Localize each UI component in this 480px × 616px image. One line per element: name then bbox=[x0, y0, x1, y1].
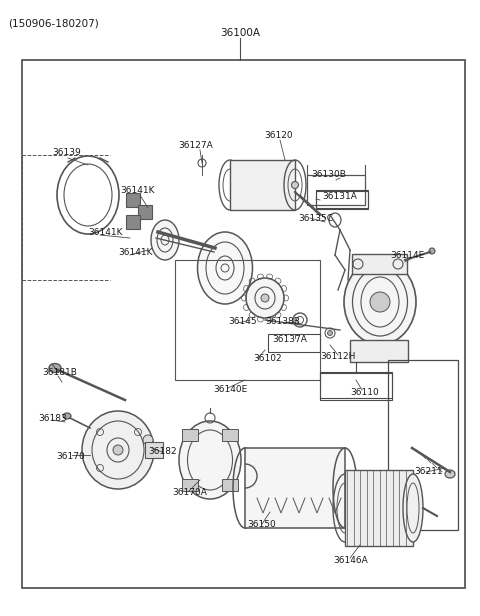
Bar bbox=[245, 448, 345, 528]
Ellipse shape bbox=[327, 331, 333, 336]
Ellipse shape bbox=[429, 248, 435, 254]
Bar bbox=[352, 254, 407, 274]
Text: 36183: 36183 bbox=[38, 414, 67, 423]
Text: 36141K: 36141K bbox=[120, 186, 155, 195]
Bar bbox=[316, 190, 368, 208]
Ellipse shape bbox=[49, 363, 61, 373]
Bar bbox=[316, 191, 368, 209]
Text: 36120: 36120 bbox=[264, 131, 293, 140]
Text: 36114E: 36114E bbox=[390, 251, 424, 260]
Ellipse shape bbox=[63, 413, 71, 419]
Text: 36211: 36211 bbox=[414, 467, 443, 476]
Text: 36170: 36170 bbox=[56, 452, 85, 461]
Text: 36110: 36110 bbox=[350, 388, 379, 397]
Bar bbox=[22, 60, 465, 588]
Ellipse shape bbox=[246, 278, 284, 318]
Text: 36140E: 36140E bbox=[213, 385, 247, 394]
Ellipse shape bbox=[344, 259, 416, 344]
Text: 36127A: 36127A bbox=[178, 141, 213, 150]
Ellipse shape bbox=[291, 182, 299, 188]
Ellipse shape bbox=[403, 474, 423, 542]
Ellipse shape bbox=[143, 435, 153, 445]
Text: 36150: 36150 bbox=[247, 520, 276, 529]
Ellipse shape bbox=[445, 470, 455, 478]
Ellipse shape bbox=[261, 294, 269, 302]
Bar bbox=[320, 373, 392, 398]
Ellipse shape bbox=[179, 421, 241, 499]
Text: 36137A: 36137A bbox=[272, 335, 307, 344]
Bar bbox=[138, 205, 152, 219]
Bar bbox=[222, 479, 238, 491]
Bar bbox=[320, 372, 392, 400]
Bar bbox=[388, 360, 458, 530]
Text: 36112H: 36112H bbox=[320, 352, 355, 361]
Ellipse shape bbox=[82, 411, 154, 489]
Text: 36170A: 36170A bbox=[172, 488, 207, 497]
Text: 36100A: 36100A bbox=[220, 28, 260, 38]
Bar bbox=[182, 429, 198, 441]
Text: (150906-180207): (150906-180207) bbox=[8, 18, 99, 28]
Text: 36138B: 36138B bbox=[265, 317, 300, 326]
Text: 36139: 36139 bbox=[52, 148, 81, 157]
Bar bbox=[345, 470, 413, 546]
Bar bbox=[307, 175, 365, 205]
Text: 36102: 36102 bbox=[253, 354, 282, 363]
Text: 36135C: 36135C bbox=[298, 214, 333, 223]
Text: 36141K: 36141K bbox=[118, 248, 153, 257]
Ellipse shape bbox=[113, 445, 123, 455]
Bar bbox=[145, 442, 163, 458]
Bar bbox=[126, 215, 140, 229]
Bar bbox=[175, 260, 320, 380]
Bar bbox=[350, 340, 408, 362]
Ellipse shape bbox=[197, 232, 252, 304]
Bar bbox=[268, 334, 320, 352]
Ellipse shape bbox=[151, 220, 179, 260]
Text: 36141K: 36141K bbox=[88, 228, 122, 237]
Bar bbox=[126, 193, 140, 207]
Bar bbox=[182, 479, 198, 491]
Text: 36130B: 36130B bbox=[311, 170, 346, 179]
Ellipse shape bbox=[370, 292, 390, 312]
Bar bbox=[230, 160, 295, 210]
Text: 36146A: 36146A bbox=[333, 556, 368, 565]
Text: 36131A: 36131A bbox=[322, 192, 357, 201]
Text: 36182: 36182 bbox=[148, 447, 177, 456]
Text: 36181B: 36181B bbox=[42, 368, 77, 377]
Text: 36145: 36145 bbox=[228, 317, 257, 326]
Bar bbox=[222, 429, 238, 441]
